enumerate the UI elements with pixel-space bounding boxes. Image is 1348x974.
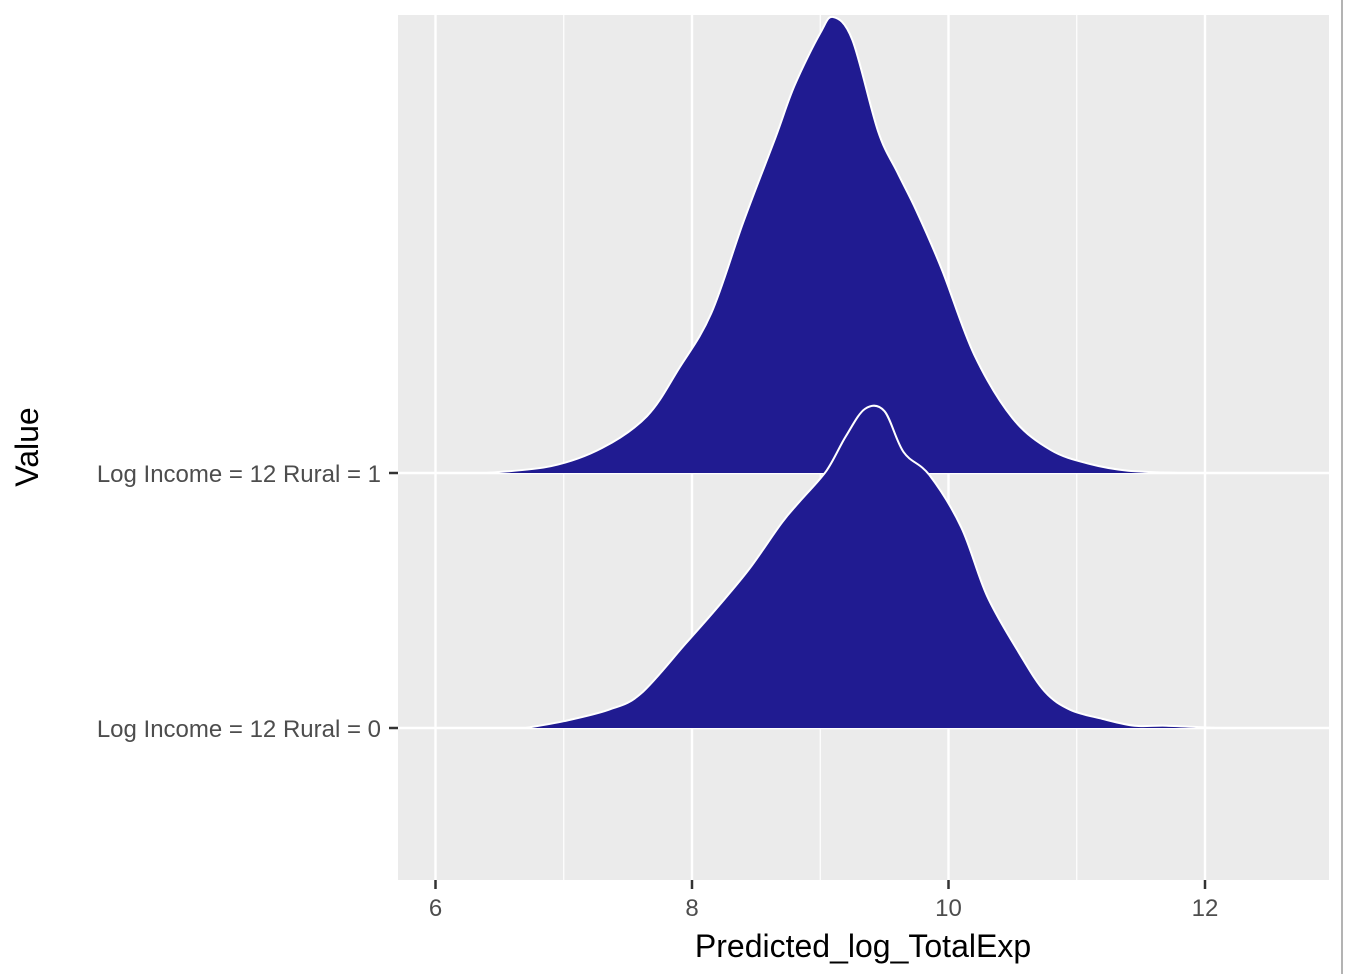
frame-edge: [1341, 0, 1343, 974]
x-axis-title: Predicted_log_TotalExp: [695, 928, 1031, 964]
density-ridges: [486, 15, 1244, 730]
x-axis: 6 8 10 12: [429, 880, 1219, 922]
density-ridge-outline: [486, 15, 1180, 474]
y-axis-title: Value: [9, 407, 45, 486]
x-tick-label: 6: [429, 895, 442, 922]
density-ridge-fill: [525, 405, 1244, 729]
y-tick-label: Log Income = 12 Rural = 0: [97, 716, 381, 743]
density-ridge-outline: [525, 404, 1244, 730]
x-tick-label: 12: [1192, 895, 1219, 922]
x-tick-label: 10: [935, 895, 962, 922]
y-axis: Log Income = 12 Rural = 0 Log Income = 12…: [97, 461, 398, 743]
y-tick-label: Log Income = 12 Rural = 1: [97, 461, 381, 488]
density-ridge-fill: [486, 16, 1180, 473]
x-tick-label: 8: [685, 895, 698, 922]
